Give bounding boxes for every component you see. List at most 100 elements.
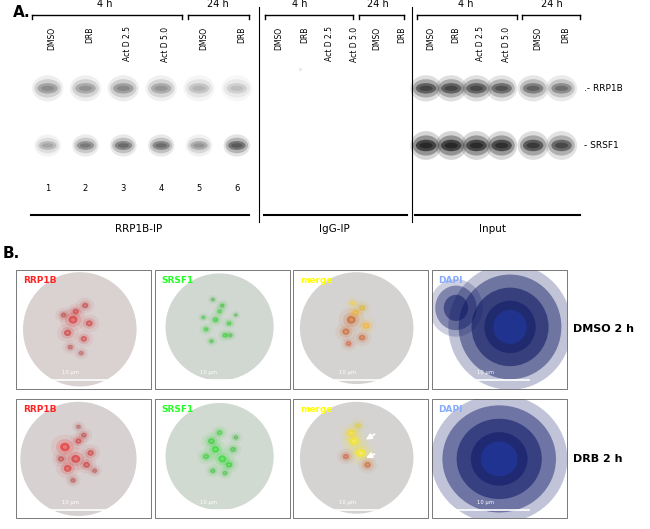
Text: 10 μm: 10 μm [339, 500, 356, 505]
Text: DMSO: DMSO [426, 26, 435, 50]
Ellipse shape [555, 143, 568, 148]
Ellipse shape [62, 448, 89, 470]
Ellipse shape [353, 329, 372, 346]
Ellipse shape [488, 135, 515, 156]
Text: DMSO: DMSO [47, 26, 57, 50]
Ellipse shape [72, 479, 74, 481]
Ellipse shape [546, 75, 577, 102]
Ellipse shape [200, 452, 212, 461]
Ellipse shape [36, 138, 59, 153]
Ellipse shape [70, 75, 101, 102]
Ellipse shape [361, 307, 363, 309]
Ellipse shape [72, 318, 75, 322]
Ellipse shape [364, 462, 370, 468]
Ellipse shape [94, 470, 96, 472]
Ellipse shape [361, 336, 363, 339]
Ellipse shape [206, 336, 217, 346]
Text: Act D 5.0: Act D 5.0 [502, 26, 511, 61]
Ellipse shape [212, 470, 214, 472]
Ellipse shape [198, 313, 209, 322]
Ellipse shape [80, 352, 82, 354]
Ellipse shape [356, 332, 368, 343]
Ellipse shape [348, 430, 355, 436]
Ellipse shape [77, 349, 86, 357]
Ellipse shape [73, 309, 79, 314]
Ellipse shape [220, 469, 229, 477]
Text: 10 μm: 10 μm [62, 500, 79, 505]
Text: RRP1B: RRP1B [23, 405, 57, 414]
Ellipse shape [55, 454, 66, 464]
Ellipse shape [220, 304, 224, 307]
Ellipse shape [344, 427, 358, 439]
Ellipse shape [436, 131, 467, 160]
Ellipse shape [546, 131, 577, 160]
Text: DRB: DRB [86, 26, 94, 43]
Ellipse shape [216, 308, 224, 315]
Ellipse shape [208, 338, 215, 344]
Ellipse shape [445, 86, 458, 91]
Ellipse shape [220, 331, 229, 339]
Ellipse shape [211, 298, 214, 301]
Ellipse shape [52, 451, 70, 467]
Ellipse shape [65, 313, 81, 327]
Ellipse shape [214, 428, 225, 437]
Ellipse shape [410, 75, 441, 102]
Ellipse shape [231, 434, 240, 441]
Ellipse shape [523, 83, 543, 94]
Ellipse shape [148, 79, 174, 97]
Ellipse shape [224, 334, 226, 336]
Ellipse shape [194, 143, 205, 148]
Ellipse shape [441, 140, 462, 151]
Text: DRB: DRB [562, 26, 571, 43]
Ellipse shape [346, 305, 365, 321]
Ellipse shape [471, 432, 528, 486]
Ellipse shape [79, 431, 89, 440]
Ellipse shape [205, 435, 218, 446]
Ellipse shape [76, 298, 94, 313]
Ellipse shape [79, 351, 84, 355]
Ellipse shape [335, 322, 357, 341]
Ellipse shape [110, 79, 136, 97]
Ellipse shape [436, 75, 467, 102]
Text: 10 μm: 10 μm [477, 370, 494, 375]
Ellipse shape [357, 425, 359, 426]
Ellipse shape [20, 402, 136, 516]
Ellipse shape [461, 75, 492, 102]
Ellipse shape [38, 83, 58, 94]
Ellipse shape [210, 469, 215, 473]
Ellipse shape [60, 462, 75, 475]
Ellipse shape [51, 434, 79, 460]
Ellipse shape [85, 463, 88, 466]
Ellipse shape [89, 452, 92, 454]
Ellipse shape [356, 449, 365, 457]
Ellipse shape [228, 323, 230, 324]
Ellipse shape [202, 432, 222, 450]
Ellipse shape [228, 141, 246, 150]
Ellipse shape [77, 426, 79, 427]
Ellipse shape [233, 435, 238, 440]
Text: Act D 5.0: Act D 5.0 [350, 26, 359, 61]
Ellipse shape [151, 83, 172, 94]
Ellipse shape [77, 440, 80, 442]
Ellipse shape [86, 321, 93, 326]
Ellipse shape [34, 79, 61, 97]
Ellipse shape [346, 441, 375, 466]
Ellipse shape [55, 308, 72, 322]
Ellipse shape [166, 273, 274, 380]
Text: DRB: DRB [398, 26, 407, 43]
Ellipse shape [113, 83, 133, 94]
Ellipse shape [117, 86, 130, 91]
Ellipse shape [300, 272, 413, 384]
Ellipse shape [203, 317, 204, 318]
Ellipse shape [358, 457, 377, 473]
Ellipse shape [208, 467, 218, 475]
Text: Act D 2.5: Act D 2.5 [325, 26, 334, 61]
Ellipse shape [60, 458, 62, 460]
Ellipse shape [218, 329, 232, 342]
Ellipse shape [183, 75, 214, 102]
Ellipse shape [77, 141, 94, 150]
Ellipse shape [166, 403, 274, 510]
Ellipse shape [41, 86, 54, 91]
Ellipse shape [347, 343, 350, 344]
Ellipse shape [355, 423, 361, 428]
